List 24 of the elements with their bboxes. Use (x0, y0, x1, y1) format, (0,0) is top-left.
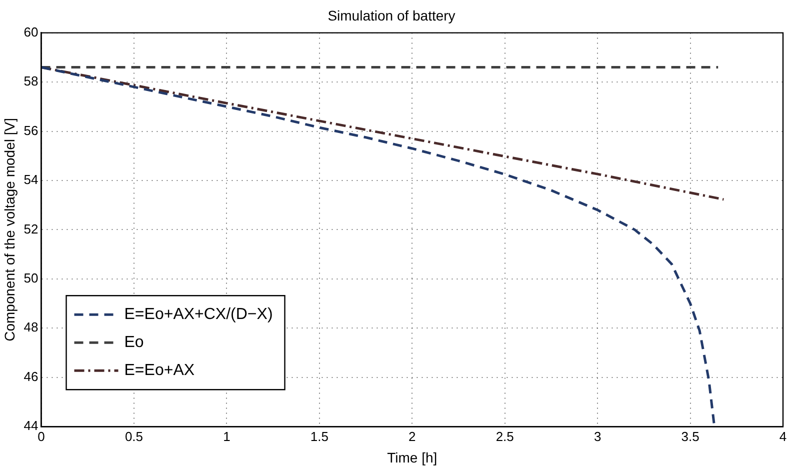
y-tick-label: 46 (24, 368, 38, 384)
legend-label: E=Eo+AX (124, 362, 195, 380)
x-tick-label: 2 (408, 428, 416, 444)
x-tick-label: 3.5 (681, 428, 700, 444)
y-tick-label: 52 (24, 221, 38, 236)
y-tick-label: 44 (24, 418, 38, 434)
x-tick-label: 1 (223, 428, 230, 444)
x-tick-label: 1.5 (310, 428, 328, 444)
x-tick-label: 0 (38, 428, 45, 444)
legend-label: Eo (124, 334, 144, 352)
x-tick-label: 3 (594, 428, 602, 444)
y-tick-label: 54 (24, 172, 38, 188)
x-tick-label: 0.5 (124, 428, 144, 444)
y-tick-label: 60 (24, 24, 38, 40)
y-tick-label: 48 (24, 320, 38, 335)
x-axis-title: Time [h] (387, 449, 438, 466)
y-axis-title: Component of the voltage model [V] (1, 118, 18, 342)
y-tick-label: 58 (24, 74, 38, 89)
x-tick-label: 4 (779, 428, 787, 444)
x-tick-label: 2.5 (496, 428, 514, 444)
y-tick-label: 56 (24, 122, 38, 138)
y-tick-label: 50 (24, 270, 38, 286)
legend-label: E=Eo+AX+CX/(D−X) (124, 306, 273, 324)
chart-title: Simulation of battery (328, 7, 456, 24)
